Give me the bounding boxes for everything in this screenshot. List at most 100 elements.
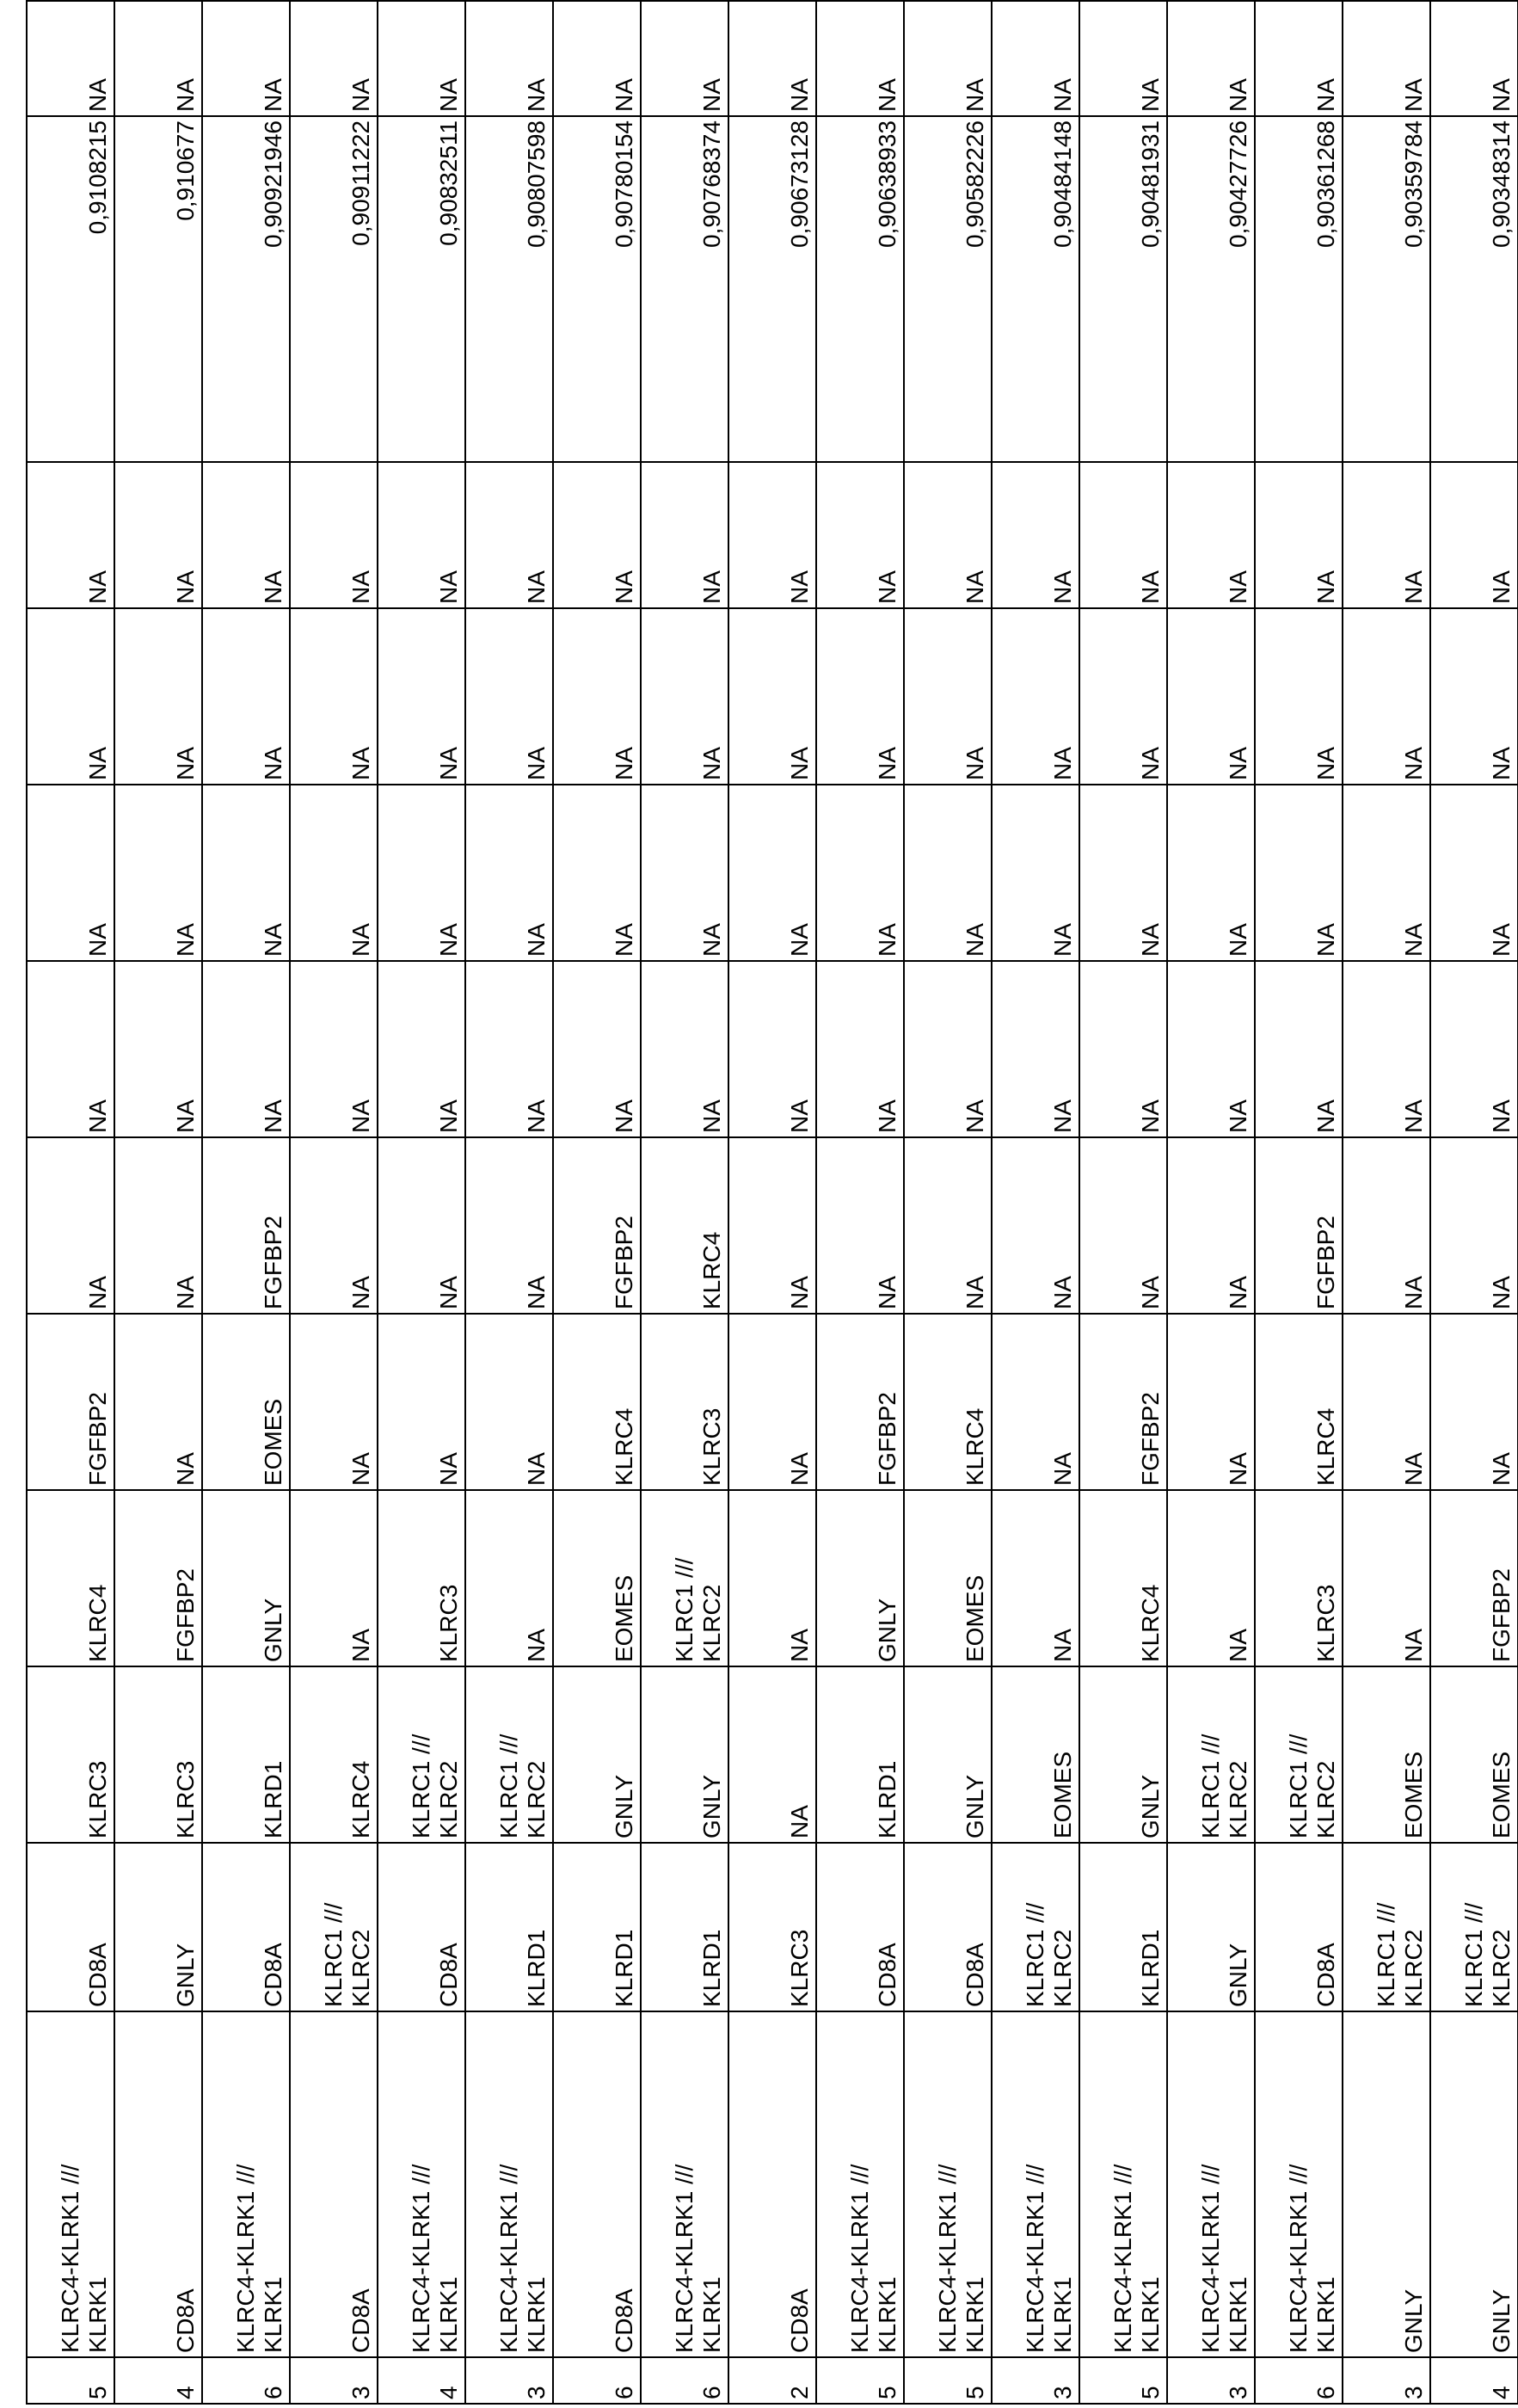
table-cell: 3	[992, 2357, 1079, 2404]
cell-text: NA	[435, 1452, 463, 1486]
table-cell: NA	[1167, 1490, 1255, 1666]
cell-text: CD8A	[611, 2288, 638, 2353]
cell-text: NA	[698, 78, 726, 112]
cell-text: NA	[1049, 1099, 1077, 1133]
table-cell: KLRC4-KLRK1 /// KLRK1	[641, 2011, 728, 2357]
table-cell: CD8A	[728, 2011, 816, 2357]
table-cell: KLRC4-KLRK1 /// KLRK1	[904, 2011, 992, 2357]
cell-text: KLRD1	[874, 1761, 901, 1838]
cell-text: GNLY	[611, 1775, 638, 1838]
table-cell: NA	[992, 961, 1079, 1137]
table-cell: KLRC4	[553, 1314, 641, 1490]
table-cell: NA	[27, 608, 114, 785]
table-cell: NA	[465, 1, 553, 116]
cell-text: 3	[1225, 2386, 1252, 2399]
cell-text: 4	[172, 2386, 200, 2399]
cell-text: 0,90832511	[435, 120, 463, 246]
table-cell: 0,9108215	[27, 116, 114, 462]
table-cell: NA	[1079, 608, 1167, 785]
cell-text: CD8A	[874, 1943, 901, 2007]
table-cell: NA	[641, 462, 728, 608]
table-row: 3KLRC4-KLRK1 /// KLRK1KLRD1KLRC1 /// KLR…	[465, 1, 553, 2404]
table-cell: NA	[1255, 1, 1343, 116]
cell-text: FGFBP2	[1312, 1216, 1340, 1309]
table-cell: NA	[816, 1, 904, 116]
cell-text: KLRC4-KLRK1 /// KLRK1	[232, 2155, 287, 2353]
cell-text: KLRC3	[172, 1761, 200, 1838]
table-cell: GNLY	[1167, 1843, 1255, 2011]
cell-text: KLRC4-KLRK1 /// KLRK1	[408, 2155, 463, 2353]
cell-text: NA	[435, 1099, 463, 1133]
table-cell: KLRC4	[27, 1490, 114, 1666]
table-cell: KLRD1	[641, 1843, 728, 2011]
table-cell: NA	[27, 1, 114, 116]
cell-text: NA	[698, 570, 726, 604]
table-row: 3KLRC4-KLRK1 /// KLRK1GNLYKLRC1 /// KLRC…	[1167, 1, 1255, 2404]
table-cell: 0,90807598	[465, 116, 553, 462]
table-cell: NA	[641, 961, 728, 1137]
table-cell: CD8A	[816, 1843, 904, 2011]
cell-text: NA	[1049, 570, 1077, 604]
cell-text: NA	[611, 923, 638, 957]
table-cell: NA	[378, 1137, 465, 1314]
table-cell: 0,90348314	[1430, 116, 1518, 462]
table-cell: NA	[290, 785, 378, 961]
table-cell: 6	[1255, 2357, 1343, 2404]
cell-text: 6	[698, 2386, 726, 2399]
cell-text: GNLY	[1488, 2289, 1515, 2353]
table-cell: GNLY	[641, 1666, 728, 1843]
table-cell: NA	[1255, 785, 1343, 961]
table-cell: KLRC3	[114, 1666, 202, 1843]
table-cell: 4	[114, 2357, 202, 2404]
table-cell: NA	[728, 785, 816, 961]
cell-text: KLRC3	[698, 1408, 726, 1486]
cell-text: CD8A	[962, 1943, 989, 2007]
table-cell: NA	[27, 462, 114, 608]
cell-text: 3	[1049, 2386, 1077, 2399]
cell-text: KLRD1	[523, 1930, 550, 2007]
cell-text: NA	[172, 923, 200, 957]
table-cell: NA	[465, 1314, 553, 1490]
table-cell: KLRC4-KLRK1 /// KLRK1	[202, 2011, 290, 2357]
cell-text: NA	[172, 78, 200, 112]
cell-text: 6	[1312, 2386, 1340, 2399]
table-cell: 0,90832511	[378, 116, 465, 462]
cell-text: FGFBP2	[874, 1392, 901, 1486]
cell-text: 0,90780154	[611, 120, 638, 248]
table-cell: FGFBP2	[114, 1490, 202, 1666]
cell-text: NA	[523, 570, 550, 604]
data-table: 5KLRC4-KLRK1 /// KLRK1CD8AKLRC3KLRC4FGFB…	[26, 0, 1518, 2405]
cell-text: FGFBP2	[84, 1392, 112, 1486]
cell-text: KLRC1 /// KLRC2	[495, 1675, 550, 1838]
cell-text: CD8A	[1312, 1943, 1340, 2007]
table-cell: 0,90361268	[1255, 116, 1343, 462]
table-cell: NA	[728, 1314, 816, 1490]
cell-text: NA	[260, 747, 287, 780]
table-cell: KLRC1 /// KLRC2	[1430, 1843, 1518, 2011]
cell-text: FGFBP2	[1137, 1392, 1165, 1486]
table-cell: NA	[27, 1137, 114, 1314]
table-cell: KLRC4-KLRK1 /// KLRK1	[465, 2011, 553, 2357]
cell-text: NA	[786, 570, 814, 604]
table-cell: NA	[1167, 1137, 1255, 1314]
cell-text: 0,90481931	[1137, 120, 1165, 248]
table-row: 5KLRC4-KLRK1 /// KLRK1CD8AGNLYEOMESKLRC4…	[904, 1, 992, 2404]
cell-text: NA	[523, 1452, 550, 1486]
table-cell: NA	[641, 1, 728, 116]
cell-text: NA	[435, 747, 463, 780]
table-cell: NA	[114, 1314, 202, 1490]
cell-text: CD8A	[786, 2288, 814, 2353]
table-cell: NA	[1079, 462, 1167, 608]
table-cell: NA	[816, 608, 904, 785]
table-cell: NA	[1343, 1490, 1430, 1666]
cell-text: NA	[84, 923, 112, 957]
cell-text: NA	[1488, 570, 1515, 604]
cell-text: KLRC4-KLRK1 /// KLRK1	[495, 2155, 550, 2353]
cell-text: NA	[523, 1276, 550, 1309]
cell-text: KLRC4-KLRK1 /// KLRK1	[1022, 2155, 1077, 2353]
table-cell: NA	[114, 462, 202, 608]
cell-text: NA	[1400, 78, 1428, 112]
cell-text: NA	[1400, 923, 1428, 957]
cell-text: NA	[347, 1452, 375, 1486]
